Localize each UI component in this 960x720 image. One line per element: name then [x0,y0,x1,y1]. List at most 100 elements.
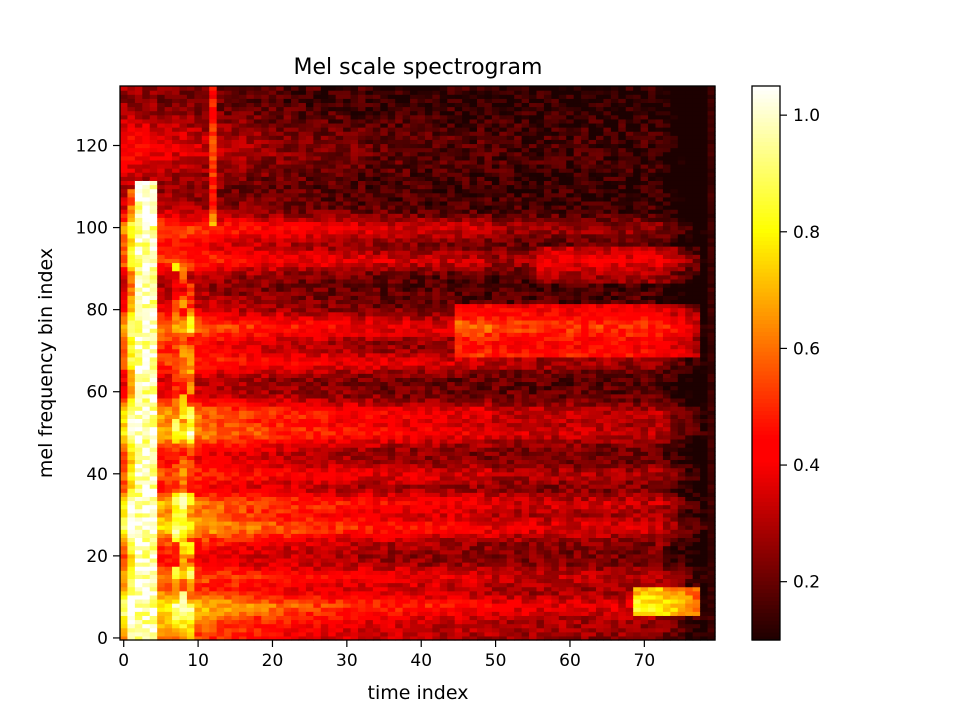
heatmap-cell [134,443,143,448]
heatmap-cell [209,492,218,497]
heatmap-cell [298,611,307,616]
heatmap-cell [320,607,329,612]
heatmap-cell [120,455,129,461]
heatmap-cell [283,598,292,604]
heatmap-cell [149,516,158,522]
heatmap-cell [253,615,262,621]
heatmap-cell [239,328,248,333]
heatmap-cell [201,114,210,120]
heatmap-cell [328,147,337,153]
heatmap-cell [372,410,381,415]
heatmap-cell [149,118,158,124]
heatmap-cell [134,196,143,202]
heatmap-cell [298,319,307,325]
heatmap-cell [335,631,344,637]
heatmap-cell [305,205,314,210]
heatmap-cell [350,467,359,473]
heatmap-cell [253,307,262,313]
heatmap-cell [261,627,270,633]
heatmap-cell [172,122,181,128]
heatmap-cell [239,250,248,255]
heatmap-cell [120,463,129,469]
heatmap-cell [239,533,248,538]
heatmap-cell [142,90,151,95]
heatmap-cell [343,344,352,350]
heatmap-cell [120,533,129,538]
heatmap-cell [149,168,158,173]
heatmap-cell [201,299,210,305]
heatmap-cell [291,188,300,194]
heatmap-cell [134,603,143,608]
heatmap-cell [216,324,225,329]
heatmap-cell [291,332,300,337]
heatmap-cell [134,225,143,231]
heatmap-cell [387,430,396,436]
heatmap-cell [179,102,188,108]
heatmap-cell [276,553,285,559]
heatmap-cell [216,266,225,272]
heatmap-cell [335,221,344,227]
heatmap-cell [224,545,233,551]
heatmap-cell [216,90,225,95]
heatmap-cell [209,319,218,325]
heatmap-cell [305,188,314,194]
heatmap-cell [164,438,173,444]
heatmap-cell [179,233,188,239]
heatmap-cell [127,90,136,95]
heatmap-cell [313,516,322,522]
heatmap-cell [164,393,173,399]
heatmap-cell [276,213,285,218]
heatmap-cell [179,336,188,342]
heatmap-cell [335,172,344,177]
heatmap-cell [224,196,233,202]
heatmap-cell [172,492,181,497]
heatmap-cell [120,155,129,161]
heatmap-cell [179,369,188,374]
heatmap-cell [253,393,262,399]
heatmap-cell [142,118,151,124]
heatmap-cell [298,562,307,567]
heatmap-cell [291,233,300,239]
heatmap-cell [172,336,181,342]
heatmap-cell [149,385,158,391]
heatmap-cell [127,250,136,255]
heatmap-cell [239,574,248,580]
heatmap-cell [253,127,262,132]
heatmap-cell [172,451,181,456]
heatmap-cell [380,529,389,534]
heatmap-cell [231,200,240,206]
heatmap-cell [216,430,225,436]
heatmap-cell [172,315,181,321]
heatmap-cell [209,443,218,448]
heatmap-cell [179,397,188,403]
heatmap-cell [276,315,285,321]
heatmap-cell [365,582,374,588]
heatmap-cell [291,241,300,247]
heatmap-cell [164,114,173,120]
heatmap-cell [261,406,270,411]
heatmap-cell [335,90,344,95]
heatmap-cell [253,529,262,534]
heatmap-cell [127,262,136,268]
heatmap-cell [224,118,233,124]
heatmap-cell [164,635,173,641]
heatmap-cell [350,566,359,571]
heatmap-cell [253,369,262,374]
heatmap-cell [224,623,233,629]
heatmap-cell [194,246,203,251]
heatmap-cell [335,336,344,342]
heatmap-cell [179,619,188,625]
heatmap-cell [157,266,166,272]
heatmap-cell [298,98,307,104]
heatmap-cell [216,369,225,374]
heatmap-cell [358,192,367,198]
heatmap-cell [127,570,136,575]
heatmap-cell [239,229,248,235]
heatmap-cell [134,557,143,563]
heatmap-cell [387,176,396,181]
heatmap-cell [387,237,396,243]
heatmap-cell [380,172,389,177]
heatmap-cell [380,258,389,264]
heatmap-cell [283,299,292,305]
heatmap-cell [164,172,173,177]
